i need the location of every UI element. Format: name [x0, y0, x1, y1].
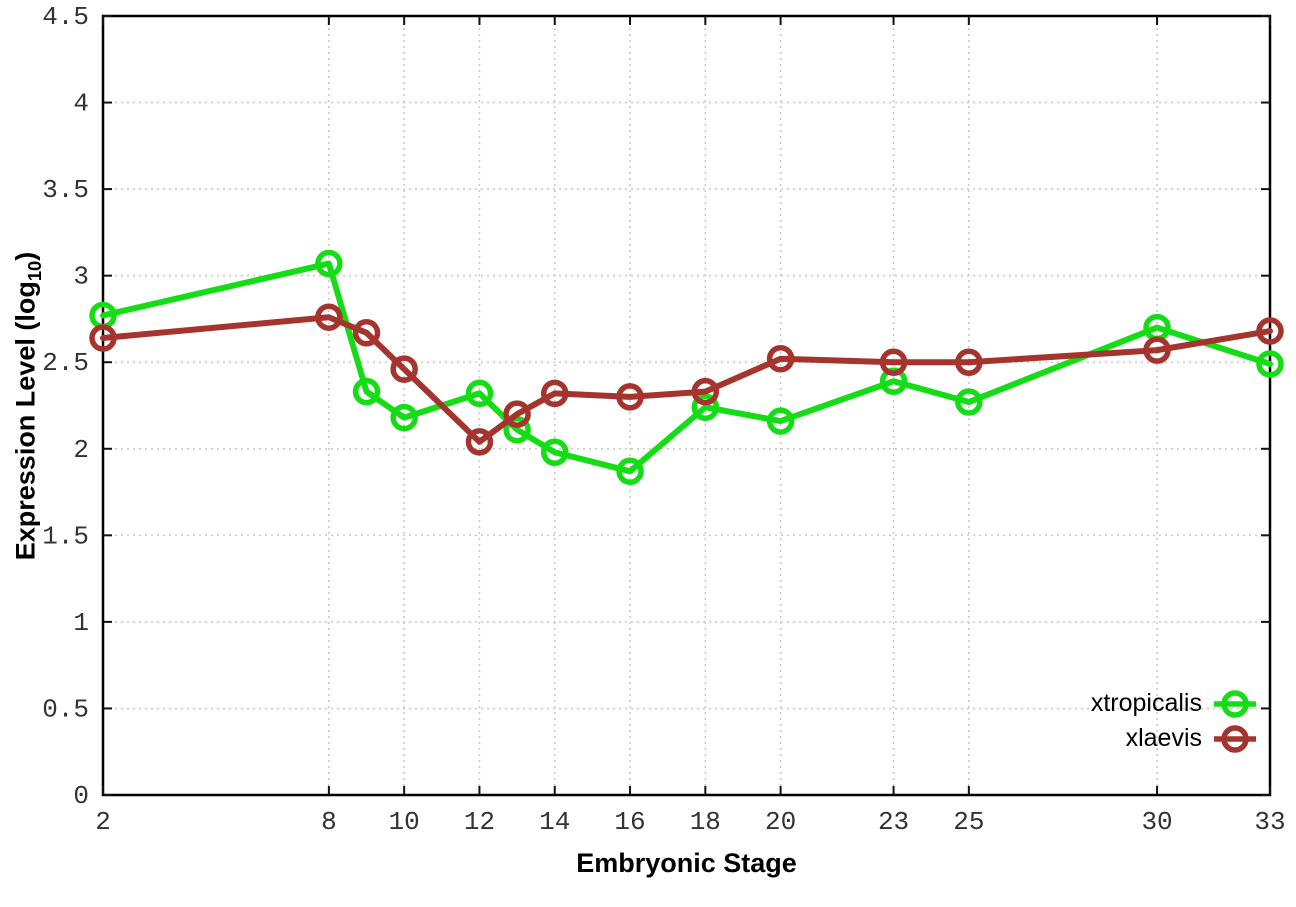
- data-point-xlaevis: [503, 400, 531, 428]
- data-point-xlaevis: [766, 345, 795, 373]
- series-line-xtropicalis: [100, 260, 1273, 475]
- x-tick-label: 23: [878, 807, 909, 837]
- data-point-xtropicalis: [352, 377, 381, 406]
- y-tick-label: 4.5: [42, 2, 89, 32]
- y-axis-title-subscript: 10: [23, 260, 45, 282]
- data-point-xlaevis: [691, 377, 720, 406]
- legend-label: xlaevis: [1125, 724, 1202, 752]
- line-point-marker-icon: [1214, 724, 1256, 753]
- legend-entry-xlaevis: xlaevis: [1126, 721, 1258, 756]
- x-tick-label: 16: [614, 807, 645, 837]
- data-point-xlaevis: [879, 348, 908, 376]
- x-tick-label: 8: [321, 807, 337, 837]
- legend-label: xtropicalis: [1090, 689, 1202, 717]
- legend-entry-xtropicalis: xtropicalis: [1091, 686, 1258, 721]
- data-point-xlaevis: [616, 383, 644, 411]
- y-tick-label: 3: [73, 262, 89, 292]
- data-point-xtropicalis: [503, 415, 531, 444]
- x-tick-label: 20: [765, 807, 796, 837]
- data-point-xtropicalis: [465, 379, 494, 408]
- y-tick-label: 0.5: [42, 694, 89, 724]
- x-axis-title: Embryonic Stage: [576, 848, 797, 878]
- y-tick-label: 4: [73, 89, 89, 119]
- y-tick-label: 2: [73, 435, 89, 465]
- data-point-xtropicalis: [691, 393, 720, 421]
- data-point-xtropicalis: [540, 438, 569, 466]
- y-axis-title-text: Expression Level (log: [10, 281, 41, 561]
- data-point-xlaevis: [1143, 336, 1171, 364]
- line-point-marker-icon: [1214, 689, 1256, 718]
- data-point-xlaevis: [89, 324, 117, 352]
- x-tick-label: 14: [539, 807, 570, 837]
- y-axis-title-suffix: ): [10, 251, 41, 261]
- y-axis-title: Expression Level (log10): [10, 251, 45, 561]
- y-tick-label: 3.5: [42, 175, 89, 205]
- plot-border: [101, 14, 1272, 797]
- data-point-xlaevis: [352, 319, 381, 347]
- data-point-xtropicalis: [1256, 350, 1284, 378]
- legend: xtropicalis xlaevis: [1091, 686, 1258, 756]
- x-tick-label: 2: [95, 807, 111, 837]
- y-tick-label: 1.5: [42, 521, 89, 551]
- x-tick-label: 12: [464, 807, 495, 837]
- y-tick-label: 1: [73, 608, 89, 638]
- data-point-xlaevis: [1256, 317, 1284, 345]
- y-tick-label: 0: [73, 781, 89, 811]
- data-point-xlaevis: [465, 428, 494, 456]
- data-point-xtropicalis: [390, 403, 418, 432]
- data-point-xtropicalis: [879, 367, 908, 396]
- data-point-xlaevis: [315, 303, 343, 331]
- x-tick-label: 30: [1141, 807, 1172, 837]
- y-tick-label: 2.5: [42, 348, 89, 378]
- data-point-xlaevis: [390, 355, 418, 383]
- data-point-xtropicalis: [766, 407, 795, 435]
- data-point-xlaevis: [540, 379, 569, 408]
- x-tick-label: 18: [690, 807, 721, 837]
- x-tick-label: 33: [1254, 807, 1285, 837]
- data-point-xlaevis: [955, 348, 983, 376]
- data-point-xtropicalis: [955, 388, 983, 416]
- x-tick-label: 25: [953, 807, 984, 837]
- x-tick-label: 10: [389, 807, 420, 837]
- data-point-xtropicalis: [616, 457, 644, 486]
- data-point-xtropicalis: [315, 249, 343, 278]
